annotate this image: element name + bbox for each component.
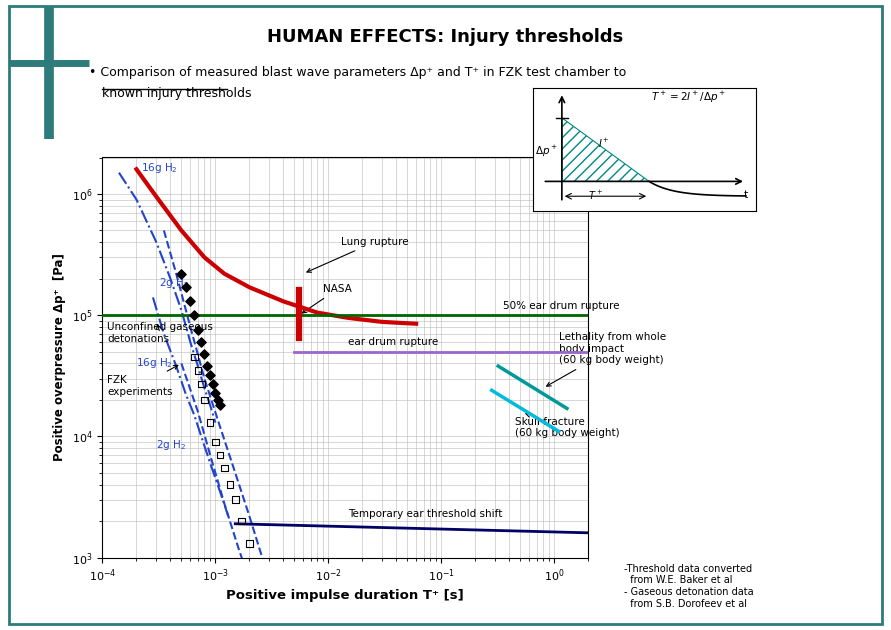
Text: NASA: NASA [302,284,352,313]
Text: $T^+=2I^+/\Delta p^+$: $T^+=2I^+/\Delta p^+$ [651,90,726,105]
Point [223,479,237,490]
Text: -Threshold data converted
  from W.E. Baker et al
- Gaseous detonation data
  fr: -Threshold data converted from W.E. Bake… [624,564,753,609]
Text: known injury thresholds: known injury thresholds [102,87,252,100]
Point [234,516,249,526]
Point [206,379,220,389]
Text: • Comparison of measured blast wave parameters Δp⁺ and T⁺ in FZK test chamber to: • Comparison of measured blast wave para… [89,66,626,79]
Point [194,337,208,347]
Text: 16g H$_2$: 16g H$_2$ [141,161,178,175]
Text: 2g H$_2$: 2g H$_2$ [159,276,190,290]
Point [191,365,205,375]
Point [249,564,264,575]
Text: FZK
experiments: FZK experiments [107,365,178,397]
Text: 50% ear drum rupture: 50% ear drum rupture [503,301,619,311]
Point [242,539,257,549]
Text: HUMAN EFFECTS: Injury thresholds: HUMAN EFFECTS: Injury thresholds [267,28,624,47]
Text: Unconfined gaseous
detonations: Unconfined gaseous detonations [107,323,213,344]
Point [187,310,201,320]
Point [217,463,232,473]
Point [213,401,227,411]
Y-axis label: Positive overpressure Δp⁺  [Pa]: Positive overpressure Δp⁺ [Pa] [53,254,66,461]
Text: t: t [743,190,748,200]
Text: Lethality from whole
body impact
(60 kg body weight): Lethality from whole body impact (60 kg … [546,332,666,386]
Point [208,387,223,398]
Point [179,282,193,292]
Text: 2g H$_2$: 2g H$_2$ [156,438,186,452]
Point [200,361,215,371]
Point [228,495,242,505]
Text: Lung rupture: Lung rupture [307,237,409,272]
Point [210,395,225,405]
Point [197,395,211,405]
Text: $T^+$: $T^+$ [588,190,603,202]
Point [197,349,211,359]
Text: 16g H$_2$: 16g H$_2$ [136,356,173,370]
Point [187,352,201,362]
Text: Skull fracture
(60 kg body weight): Skull fracture (60 kg body weight) [515,413,619,438]
Point [191,325,205,335]
Text: $I^+$: $I^+$ [598,137,610,150]
Point [175,268,189,278]
Point [203,418,217,428]
Text: ear drum rupture: ear drum rupture [348,336,438,346]
X-axis label: Positive impulse duration T⁺ [s]: Positive impulse duration T⁺ [s] [226,590,464,602]
Text: Temporary ear threshold shift: Temporary ear threshold shift [348,508,503,518]
Point [203,370,217,380]
Point [213,450,227,460]
Point [208,437,223,447]
Text: $\Delta p^+$: $\Delta p^+$ [535,144,558,159]
Point [184,296,198,306]
Point [194,379,208,389]
